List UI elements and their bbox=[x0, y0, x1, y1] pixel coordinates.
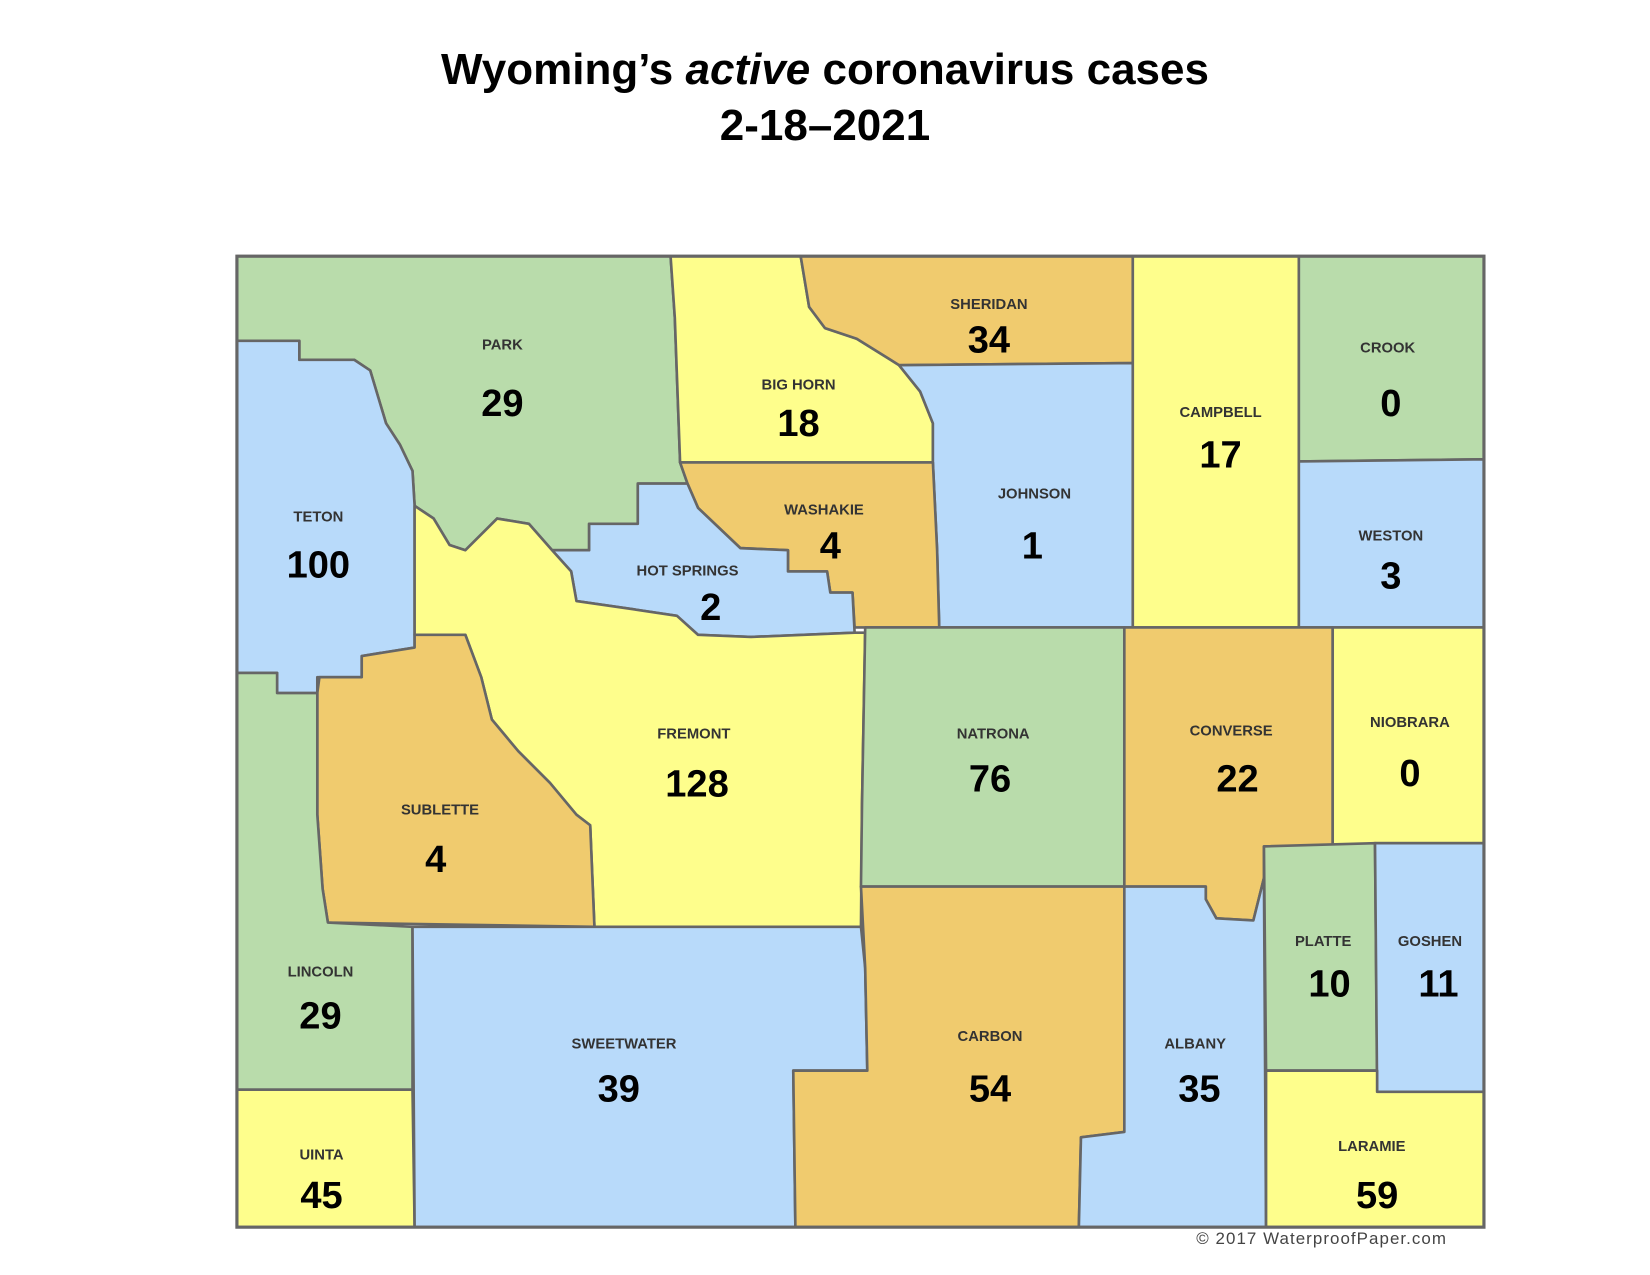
title-text: Wyoming’s bbox=[441, 45, 686, 94]
case-count: 18 bbox=[777, 403, 819, 445]
county-crook[interactable] bbox=[1297, 254, 1486, 463]
county-name: CARBON bbox=[958, 1029, 1023, 1045]
map-title: Wyoming’s active coronavirus cases 2-18–… bbox=[0, 42, 1650, 154]
county-platte[interactable] bbox=[1262, 841, 1379, 1072]
case-count: 35 bbox=[1178, 1068, 1220, 1110]
case-count: 59 bbox=[1356, 1175, 1398, 1217]
county-name: PARK bbox=[482, 337, 523, 353]
case-count: 29 bbox=[481, 383, 523, 425]
case-count: 0 bbox=[1380, 383, 1401, 425]
county-name: SUBLETTE bbox=[401, 803, 479, 819]
case-count: 39 bbox=[598, 1068, 640, 1110]
county-name: UINTA bbox=[299, 1147, 343, 1163]
county-name: WESTON bbox=[1359, 529, 1424, 545]
case-count: 1 bbox=[1022, 526, 1043, 568]
county-name: GOSHEN bbox=[1398, 934, 1462, 950]
county-name: BIG HORN bbox=[762, 377, 836, 393]
county-name: JOHNSON bbox=[998, 486, 1071, 502]
case-count: 0 bbox=[1399, 753, 1420, 795]
case-count: 29 bbox=[299, 995, 341, 1037]
county-name: LARAMIE bbox=[1338, 1139, 1406, 1155]
county-name: PLATTE bbox=[1295, 934, 1352, 950]
case-count: 4 bbox=[820, 526, 841, 568]
case-count: 34 bbox=[968, 319, 1010, 361]
title-date: 2-18–2021 bbox=[719, 101, 931, 150]
case-count: 17 bbox=[1199, 435, 1241, 477]
copyright-credit: © 2017 WaterproofPaper.com bbox=[1196, 1229, 1447, 1248]
county-name: SWEETWATER bbox=[572, 1036, 677, 1052]
case-count: 11 bbox=[1418, 964, 1458, 1006]
title-line-1: Wyoming’s active coronavirus cases bbox=[0, 42, 1650, 98]
title-text: coronavirus cases bbox=[810, 45, 1209, 94]
county-name: CROOK bbox=[1360, 340, 1415, 356]
county-name: NIOBRARA bbox=[1370, 715, 1450, 731]
case-count: 4 bbox=[425, 839, 446, 881]
case-count: 45 bbox=[300, 1175, 342, 1217]
case-count: 54 bbox=[969, 1068, 1011, 1110]
county-name: TETON bbox=[293, 510, 343, 526]
county-name: ALBANY bbox=[1164, 1036, 1226, 1052]
case-count: 100 bbox=[287, 545, 351, 587]
case-count: 10 bbox=[1308, 964, 1350, 1006]
title-emphasis: active bbox=[685, 45, 811, 94]
case-count: 76 bbox=[969, 758, 1011, 800]
county-name: WASHAKIE bbox=[784, 502, 864, 518]
county-name: FREMONT bbox=[657, 727, 730, 743]
case-count: 22 bbox=[1216, 758, 1258, 800]
county-natrona[interactable] bbox=[859, 626, 1126, 888]
case-count: 2 bbox=[700, 587, 721, 629]
case-count: 3 bbox=[1380, 555, 1401, 597]
county-name: SHERIDAN bbox=[950, 297, 1027, 313]
county-name: CAMPBELL bbox=[1179, 405, 1261, 421]
county-name: LINCOLN bbox=[288, 964, 354, 980]
county-name: NATRONA bbox=[957, 727, 1030, 743]
county-name: CONVERSE bbox=[1190, 723, 1273, 739]
case-count: 128 bbox=[665, 764, 729, 806]
county-niobrara[interactable] bbox=[1331, 626, 1486, 848]
state-border bbox=[235, 254, 1486, 1229]
county-name: HOT SPRINGS bbox=[637, 564, 739, 580]
